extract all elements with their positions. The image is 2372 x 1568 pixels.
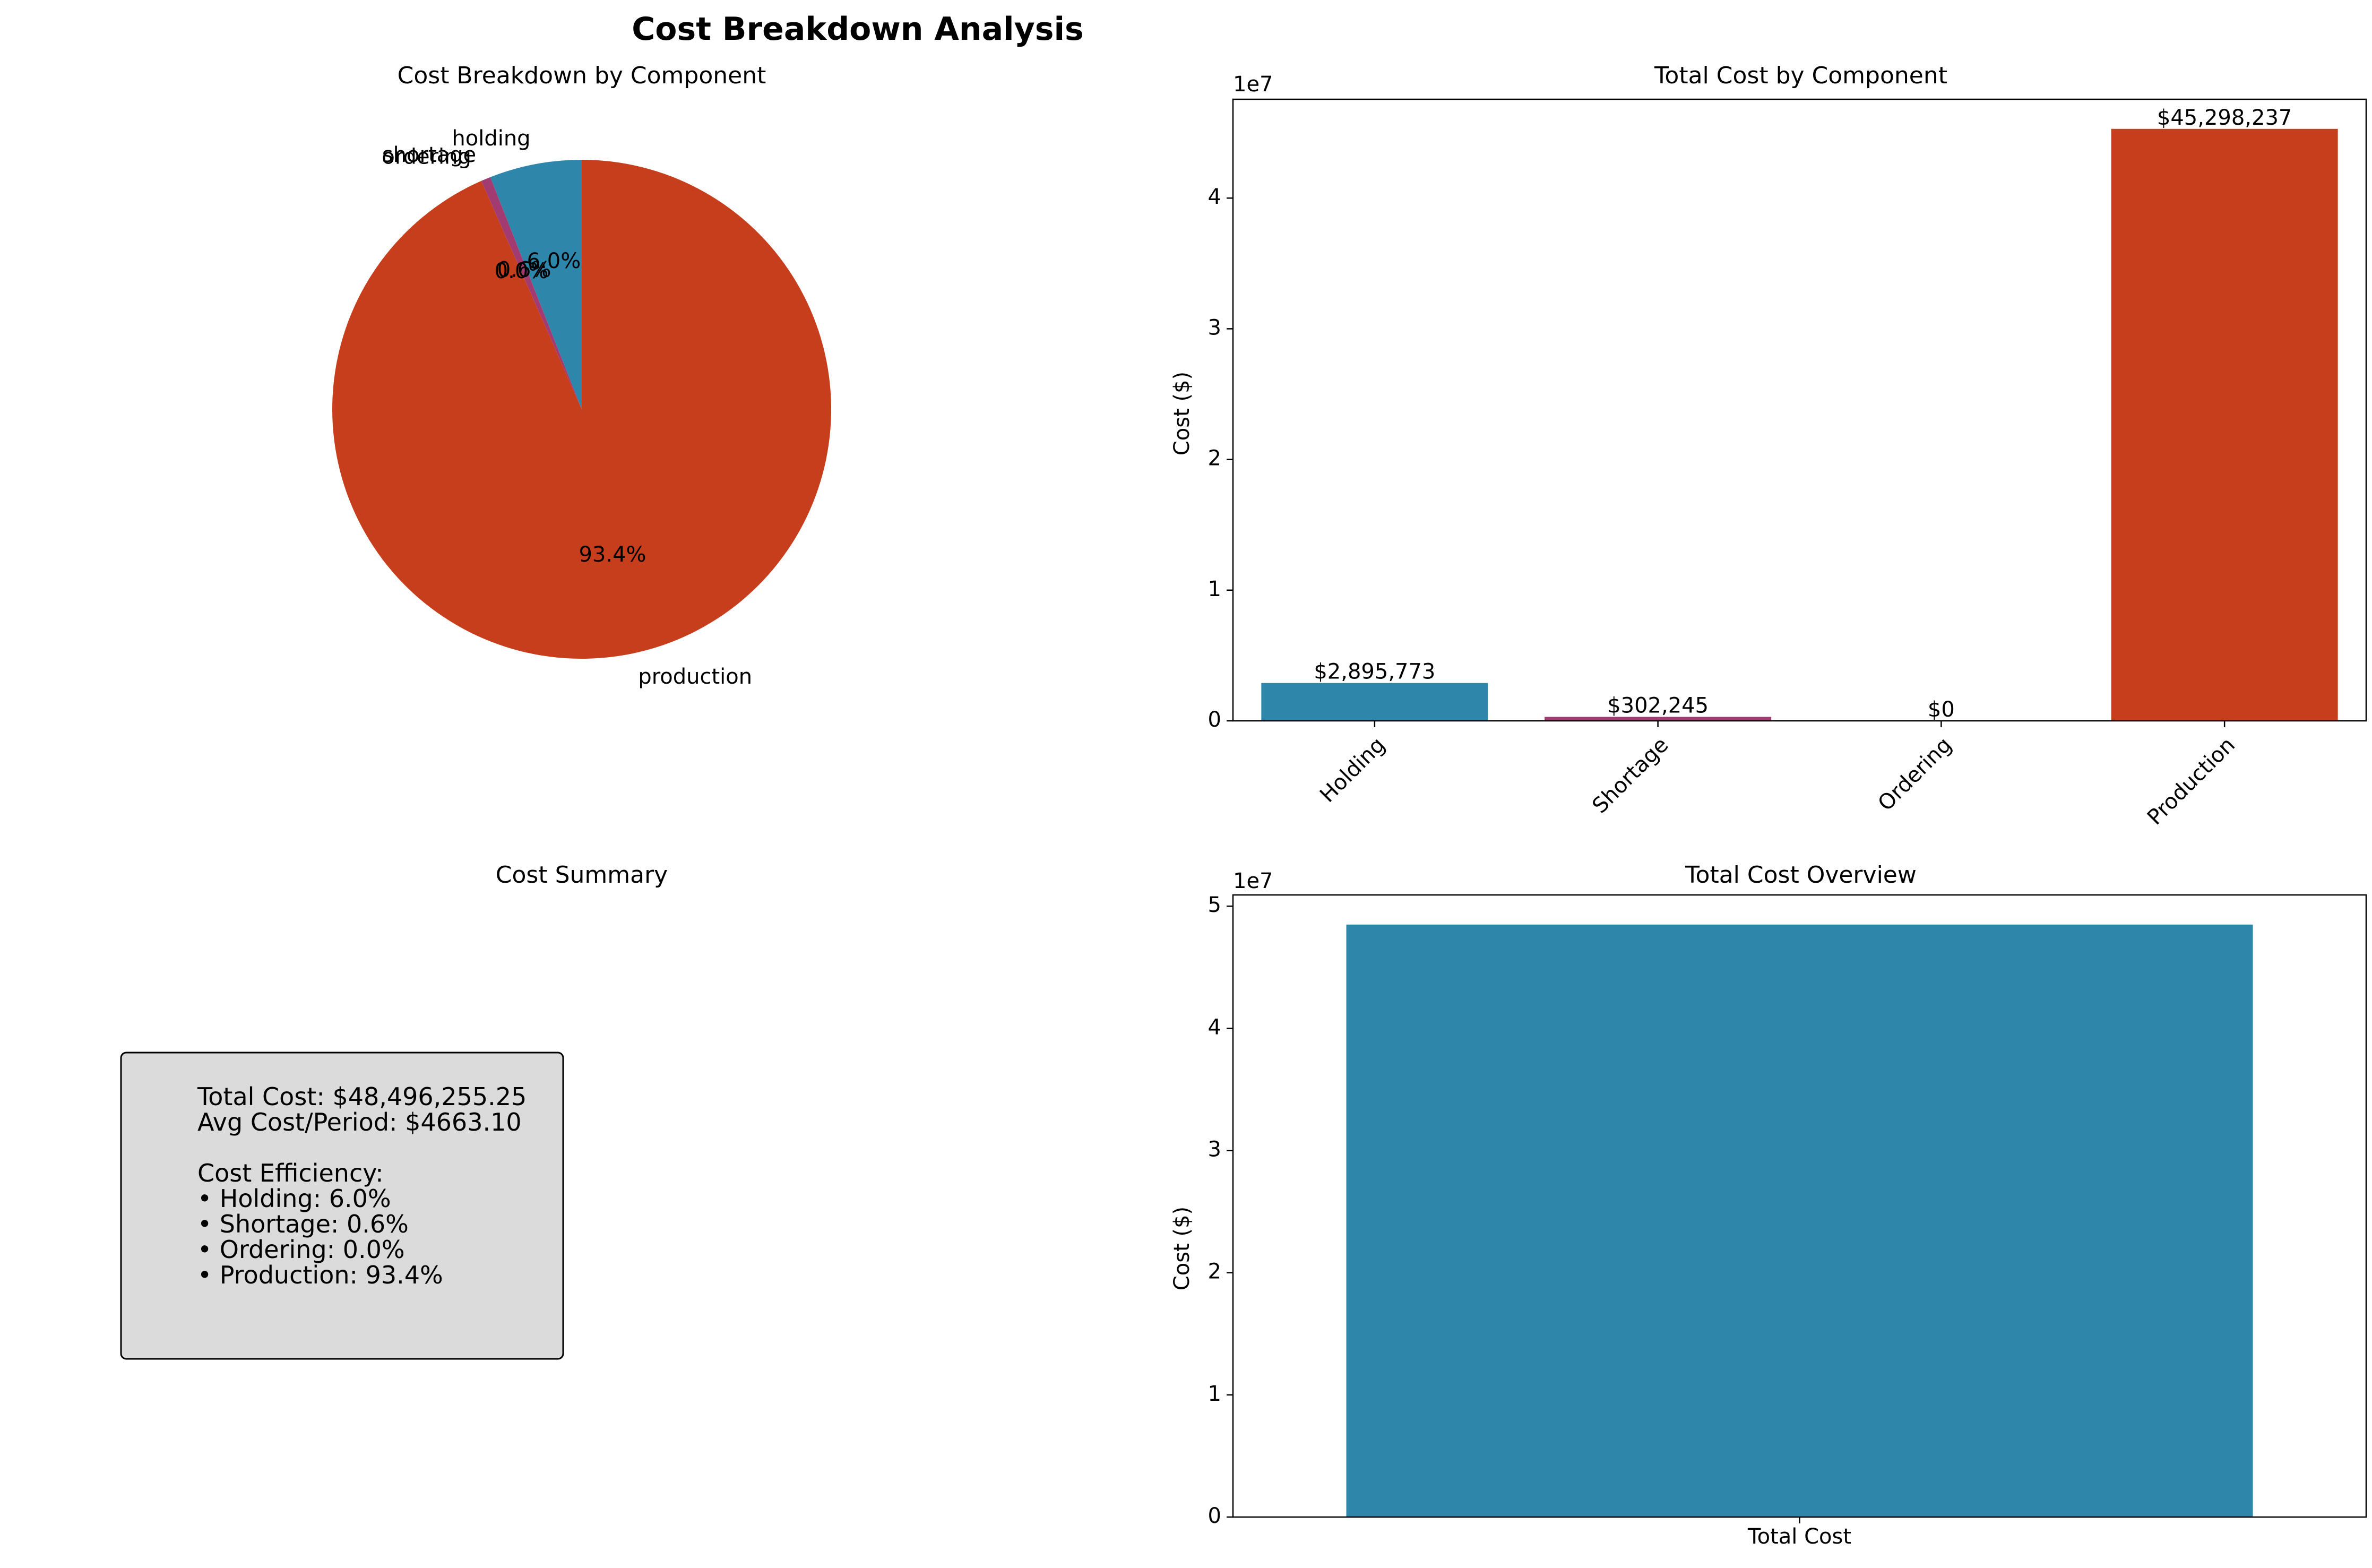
pie-pct-holding: 6.0% xyxy=(527,249,581,273)
pie-label-holding: holding xyxy=(452,126,530,151)
bar1-ytick-label: 4 xyxy=(1208,185,1221,209)
pie-title: Cost Breakdown by Component xyxy=(398,62,766,89)
pie-slice-holding xyxy=(490,160,582,409)
bar1-bar-shortage xyxy=(1545,717,1772,721)
figure-title: Cost Breakdown Analysis xyxy=(632,11,1083,48)
bar1-offset-label: 1e7 xyxy=(1233,72,1273,97)
bar1-xtick-label-ordering: Ordering xyxy=(1874,733,1957,816)
pie-slice-shortage xyxy=(481,177,582,409)
bar2-ytick-label: 5 xyxy=(1208,893,1221,917)
bar1-ytick-label: 0 xyxy=(1208,708,1221,732)
pie-label-ordering: ordering xyxy=(382,145,471,169)
summary-line: • Holding: 6.0% xyxy=(197,1184,391,1213)
bar2-offset-label: 1e7 xyxy=(1233,869,1273,893)
pie-label-production: production xyxy=(638,665,752,689)
bar2-bar-total-cost xyxy=(1346,924,2253,1517)
pie-slice-production xyxy=(332,160,831,659)
bar1-ytick-label: 2 xyxy=(1208,446,1221,471)
bar2-ytick-label: 3 xyxy=(1208,1138,1221,1162)
bar1-marks: $2,895,773 Holding $302,245 Shortage $0 Order… xyxy=(1208,98,2367,830)
bar2-marks: Total Cost 0 1 2 3 4 5 xyxy=(1208,893,2367,1549)
summary-line: • Shortage: 0.6% xyxy=(197,1210,409,1238)
bar1-xtick-label-shortage: Shortage xyxy=(1588,733,1673,818)
bar2-axes-frame xyxy=(1232,894,2367,1518)
bar2-ytick-label: 0 xyxy=(1208,1504,1221,1528)
bar1-ytick-label: 1 xyxy=(1208,577,1221,601)
bar1-ylabel: Cost ($) xyxy=(1170,372,1194,455)
bar-chart-by-component: Total Cost by Component 1e7 Cost ($) $2,… xyxy=(1170,62,2367,830)
bar2-title: Total Cost Overview xyxy=(1685,861,1917,889)
summary-line: Cost Efficiency: xyxy=(197,1159,384,1187)
pie-label-shortage: shortage xyxy=(382,143,476,167)
summary-line: Avg Cost/Period: $4663.10 xyxy=(197,1108,522,1136)
bar1-bar-holding xyxy=(1261,683,1488,721)
bar2-ytick-label: 1 xyxy=(1208,1382,1221,1406)
summary-box xyxy=(120,1052,564,1360)
bar1-value-label-holding: $2,895,773 xyxy=(1314,660,1435,684)
bar1-axes-frame xyxy=(1232,98,2367,722)
pie-labels: holding 6.0% shortage 0.6% ordering 0.0% produ… xyxy=(382,126,752,689)
bar2-ytick-label: 2 xyxy=(1208,1260,1221,1284)
bar1-value-label-ordering: $0 xyxy=(1928,697,1955,722)
bar1-value-label-production: $45,298,237 xyxy=(2157,106,2292,130)
pie-pct-shortage: 0.6% xyxy=(497,258,551,282)
pie-panel: Cost Breakdown by Component holding 6.0% s… xyxy=(332,62,831,689)
bar-chart-overview: Total Cost Overview 1e7 Cost ($) Total C… xyxy=(1170,861,2367,1549)
pie-pct-production: 93.4% xyxy=(579,542,646,567)
bar1-ytick-label: 3 xyxy=(1208,315,1221,340)
summary-panel: Cost Summary Total Cost: $48,496,255.25A… xyxy=(120,861,668,1360)
pie-pct-ordering: 0.0% xyxy=(495,259,549,283)
summary-line: Total Cost: $48,496,255.25 xyxy=(197,1082,527,1111)
summary-line: • Ordering: 0.0% xyxy=(197,1235,405,1264)
bar1-value-label-shortage: $302,245 xyxy=(1607,694,1709,718)
bar1-bar-production xyxy=(2111,128,2338,721)
summary-title: Cost Summary xyxy=(496,861,668,889)
bar2-ylabel: Cost ($) xyxy=(1170,1207,1194,1290)
summary-line: • Production: 93.4% xyxy=(197,1261,443,1289)
bar2-xtick-label-total-cost: Total Cost xyxy=(1747,1524,1851,1549)
bar1-xtick-label-holding: Holding xyxy=(1315,733,1390,807)
bar1-xtick-label-production: Production xyxy=(2143,733,2240,830)
bar2-ytick-label: 4 xyxy=(1208,1015,1221,1039)
pie-slices xyxy=(332,160,831,659)
bar1-title: Total Cost by Component xyxy=(1654,62,1947,89)
